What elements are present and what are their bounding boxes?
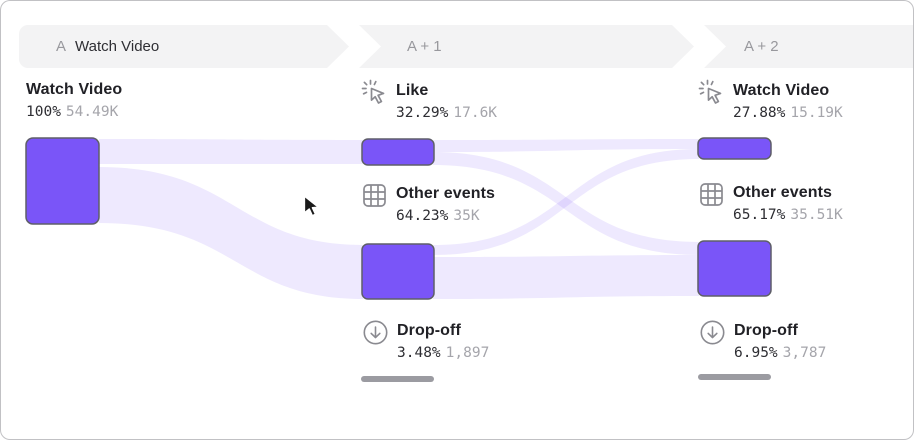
funnel-entry-watchvideo-a2[interactable]: Watch Video 27.88% 15.19K xyxy=(698,79,843,123)
sankey-node-otherevents-a1[interactable] xyxy=(361,243,435,300)
event-stats: 64.23% 35K xyxy=(396,206,495,226)
event-pct: 6.95% xyxy=(734,345,778,361)
event-name: Other events xyxy=(396,185,496,202)
sankey-link-like-to-otherevents2[interactable] xyxy=(433,152,699,255)
event-stats: 65.17% 35.51K xyxy=(733,205,843,225)
funnel-entry-otherevents-a2[interactable]: Other events 65.17% 35.51K xyxy=(698,182,843,225)
event-name: Watch Video xyxy=(26,81,123,98)
event-count: 1,897 xyxy=(445,345,490,361)
sankey-node-like-a1[interactable] xyxy=(361,138,435,166)
sankey-link-watchvideo-to-like[interactable] xyxy=(99,139,363,164)
drop-off-icon xyxy=(362,319,389,346)
event-stats: 27.88% 15.19K xyxy=(733,103,843,123)
step-header-a1[interactable]: A + 1 xyxy=(359,25,694,68)
grid-icon xyxy=(361,182,388,209)
sankey-node-otherevents-a2[interactable] xyxy=(697,240,772,297)
event-pct: 100% xyxy=(26,104,61,120)
dropoff-bar-a2[interactable] xyxy=(698,374,771,380)
funnel-entry-watchvideo-a[interactable]: Watch Video 100% 54.49K xyxy=(26,79,122,122)
funnel-entry-otherevents-a1[interactable]: Other events 64.23% 35K xyxy=(361,183,495,226)
event-pct: 3.48% xyxy=(397,345,441,361)
sankey-node-watchvideo-a[interactable] xyxy=(25,137,100,225)
event-stats: 6.95% 3,787 xyxy=(734,343,826,363)
event-stats: 3.48% 1,897 xyxy=(397,343,489,363)
event-count: 35.51K xyxy=(790,207,843,223)
sankey-link-otherevents-to-watchvideo2[interactable] xyxy=(433,149,699,255)
drop-off-icon xyxy=(699,319,726,346)
cursor-click-icon xyxy=(698,79,725,106)
event-pct: 64.23% xyxy=(396,208,449,224)
sankey-link-otherevents-to-otherevents2[interactable] xyxy=(433,255,699,299)
grid-icon xyxy=(698,181,725,208)
sankey-link-watchvideo-to-otherevents[interactable] xyxy=(99,167,363,299)
event-pct: 32.29% xyxy=(396,105,449,121)
cursor-click-icon xyxy=(361,79,388,106)
step-header-a2[interactable]: A + 2 xyxy=(704,25,913,68)
step-header-a[interactable]: A Watch Video xyxy=(19,25,349,68)
event-pct: 27.88% xyxy=(733,105,786,121)
event-name: Other events xyxy=(733,184,833,201)
dropoff-bar-a1[interactable] xyxy=(361,376,434,382)
event-stats: 100% 54.49K xyxy=(26,102,122,122)
sankey-node-watchvideo-a2[interactable] xyxy=(697,137,772,160)
step-label: A + 2 xyxy=(744,38,779,55)
funnel-entry-dropoff-a2[interactable]: Drop-off 6.95% 3,787 xyxy=(699,320,826,363)
step-label: Watch Video xyxy=(75,38,160,55)
step-letter: A xyxy=(56,38,67,55)
event-count: 54.49K xyxy=(65,104,119,120)
event-count: 35K xyxy=(453,208,480,224)
event-name: Drop-off xyxy=(397,322,461,339)
event-name: Like xyxy=(396,82,429,99)
event-stats: 32.29% 17.6K xyxy=(396,103,497,123)
funnel-entry-dropoff-a1[interactable]: Drop-off 3.48% 1,897 xyxy=(362,320,489,363)
mouse-cursor xyxy=(303,195,319,217)
event-count: 3,787 xyxy=(782,345,827,361)
event-count: 17.6K xyxy=(453,105,498,121)
event-name: Drop-off xyxy=(734,322,798,339)
event-count: 15.19K xyxy=(790,105,843,121)
sankey-link-like-to-watchvideo2[interactable] xyxy=(433,139,699,152)
event-pct: 65.17% xyxy=(733,207,786,223)
funnel-entry-like-a1[interactable]: Like 32.29% 17.6K xyxy=(361,79,497,123)
step-label: A + 1 xyxy=(407,38,442,55)
event-name: Watch Video xyxy=(733,82,830,99)
